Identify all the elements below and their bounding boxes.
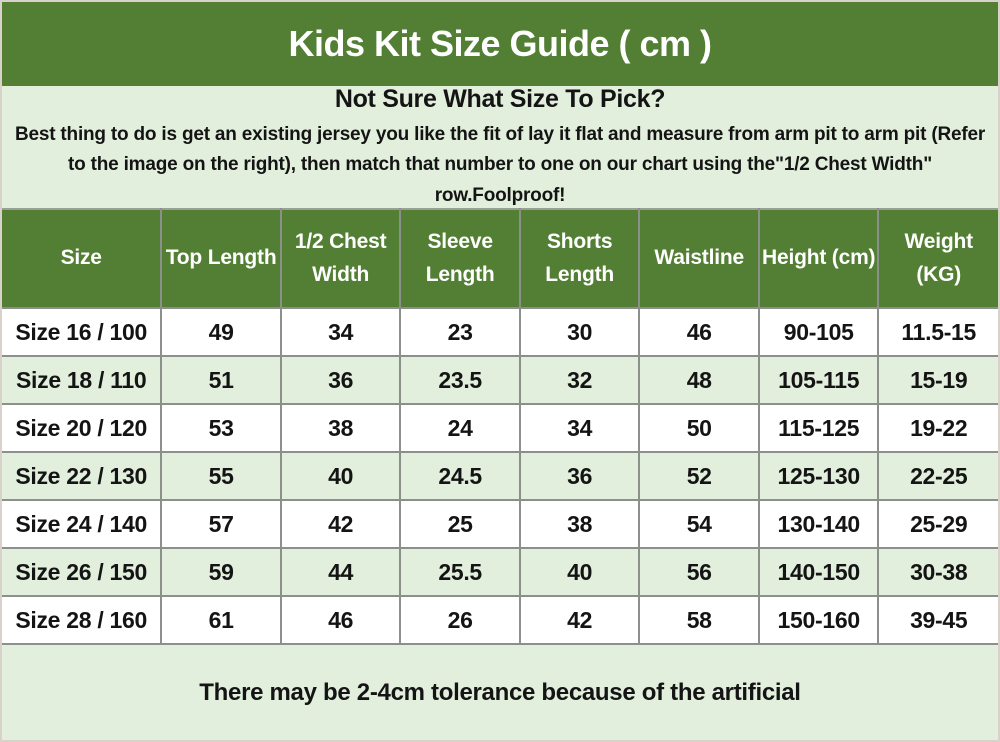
cell-height: 140-150 bbox=[757, 547, 880, 597]
cell-shorts-length: 34 bbox=[518, 403, 641, 453]
cell-shorts-length: 40 bbox=[518, 547, 641, 597]
cell-size: Size 26 / 150 bbox=[2, 547, 163, 597]
info-body-text: Best thing to do is get an existing jers… bbox=[14, 123, 986, 206]
cell-weight: 15-19 bbox=[877, 355, 998, 405]
cell-shorts-length: 42 bbox=[518, 595, 641, 645]
cell-shorts-length: 36 bbox=[518, 451, 641, 501]
cell-weight: 11.5-15 bbox=[877, 307, 998, 357]
cell-size: Size 18 / 110 bbox=[2, 355, 163, 405]
cell-half-chest: 38 bbox=[279, 403, 402, 453]
cell-size: Size 22 / 130 bbox=[2, 451, 163, 501]
title-bar: Kids Kit Size Guide ( cm ) bbox=[2, 2, 998, 86]
tolerance-note: There may be 2-4cm tolerance because of … bbox=[2, 645, 998, 740]
cell-size: Size 16 / 100 bbox=[2, 307, 163, 357]
col-header-sleeve-length: Sleeve Length bbox=[399, 208, 521, 309]
cell-sleeve-length: 23 bbox=[399, 307, 521, 357]
cell-top-length: 49 bbox=[160, 307, 282, 357]
col-header-weight: Weight (KG) bbox=[877, 208, 998, 309]
cell-shorts-length: 32 bbox=[518, 355, 641, 405]
cell-height: 105-115 bbox=[757, 355, 880, 405]
table-row: Size 16 / 100 49 34 23 30 46 90-105 11.5… bbox=[2, 307, 998, 357]
cell-top-length: 57 bbox=[160, 499, 282, 549]
table-row: Size 24 / 140 57 42 25 38 54 130-140 25-… bbox=[2, 499, 998, 549]
cell-sleeve-length: 25.5 bbox=[399, 547, 521, 597]
size-table-header: Size Top Length 1/2 Chest Width Sleeve L… bbox=[2, 208, 998, 309]
cell-size: Size 28 / 160 bbox=[2, 595, 163, 645]
size-table-body: Size 16 / 100 49 34 23 30 46 90-105 11.5… bbox=[2, 307, 998, 645]
cell-weight: 25-29 bbox=[877, 499, 998, 549]
table-row: Size 22 / 130 55 40 24.5 36 52 125-130 2… bbox=[2, 451, 998, 501]
cell-sleeve-length: 24 bbox=[399, 403, 521, 453]
cell-shorts-length: 30 bbox=[518, 307, 641, 357]
cell-sleeve-length: 26 bbox=[399, 595, 521, 645]
size-table: Size Top Length 1/2 Chest Width Sleeve L… bbox=[2, 208, 998, 645]
cell-half-chest: 36 bbox=[279, 355, 402, 405]
cell-half-chest: 44 bbox=[279, 547, 402, 597]
header-row: Size Top Length 1/2 Chest Width Sleeve L… bbox=[2, 208, 998, 309]
cell-height: 115-125 bbox=[757, 403, 880, 453]
col-header-half-chest-width: 1/2 Chest Width bbox=[279, 208, 402, 309]
page-title: Kids Kit Size Guide ( cm ) bbox=[288, 23, 712, 64]
cell-waistline: 50 bbox=[638, 403, 760, 453]
col-header-top-length: Top Length bbox=[160, 208, 282, 309]
cell-height: 125-130 bbox=[757, 451, 880, 501]
cell-half-chest: 46 bbox=[279, 595, 402, 645]
cell-top-length: 59 bbox=[160, 547, 282, 597]
cell-size: Size 24 / 140 bbox=[2, 499, 163, 549]
table-row: Size 20 / 120 53 38 24 34 50 115-125 19-… bbox=[2, 403, 998, 453]
cell-waistline: 46 bbox=[638, 307, 760, 357]
cell-height: 130-140 bbox=[757, 499, 880, 549]
cell-half-chest: 42 bbox=[279, 499, 402, 549]
table-row: Size 18 / 110 51 36 23.5 32 48 105-115 1… bbox=[2, 355, 998, 405]
cell-sleeve-length: 23.5 bbox=[399, 355, 521, 405]
tolerance-note-text: There may be 2-4cm tolerance because of … bbox=[199, 678, 801, 706]
cell-top-length: 61 bbox=[160, 595, 282, 645]
info-section: Not Sure What Size To Pick? Best thing t… bbox=[2, 84, 998, 208]
cell-waistline: 52 bbox=[638, 451, 760, 501]
cell-top-length: 53 bbox=[160, 403, 282, 453]
table-row: Size 26 / 150 59 44 25.5 40 56 140-150 3… bbox=[2, 547, 998, 597]
cell-size: Size 20 / 120 bbox=[2, 403, 163, 453]
cell-waistline: 58 bbox=[638, 595, 760, 645]
info-heading: Not Sure What Size To Pick? bbox=[334, 84, 666, 113]
col-header-height: Height (cm) bbox=[757, 208, 880, 309]
col-header-size: Size bbox=[2, 208, 163, 309]
cell-waistline: 54 bbox=[638, 499, 760, 549]
col-header-shorts-length: Shorts Length bbox=[518, 208, 641, 309]
cell-half-chest: 40 bbox=[279, 451, 402, 501]
cell-sleeve-length: 25 bbox=[399, 499, 521, 549]
cell-weight: 19-22 bbox=[877, 403, 998, 453]
cell-top-length: 51 bbox=[160, 355, 282, 405]
cell-waistline: 48 bbox=[638, 355, 760, 405]
table-row: Size 28 / 160 61 46 26 42 58 150-160 39-… bbox=[2, 595, 998, 645]
cell-top-length: 55 bbox=[160, 451, 282, 501]
cell-shorts-length: 38 bbox=[518, 499, 641, 549]
cell-height: 150-160 bbox=[757, 595, 880, 645]
cell-sleeve-length: 24.5 bbox=[399, 451, 521, 501]
col-header-waistline: Waistline bbox=[638, 208, 760, 309]
cell-half-chest: 34 bbox=[279, 307, 402, 357]
cell-height: 90-105 bbox=[757, 307, 880, 357]
cell-weight: 22-25 bbox=[877, 451, 998, 501]
cell-weight: 30-38 bbox=[877, 547, 998, 597]
cell-weight: 39-45 bbox=[877, 595, 998, 645]
cell-waistline: 56 bbox=[638, 547, 760, 597]
